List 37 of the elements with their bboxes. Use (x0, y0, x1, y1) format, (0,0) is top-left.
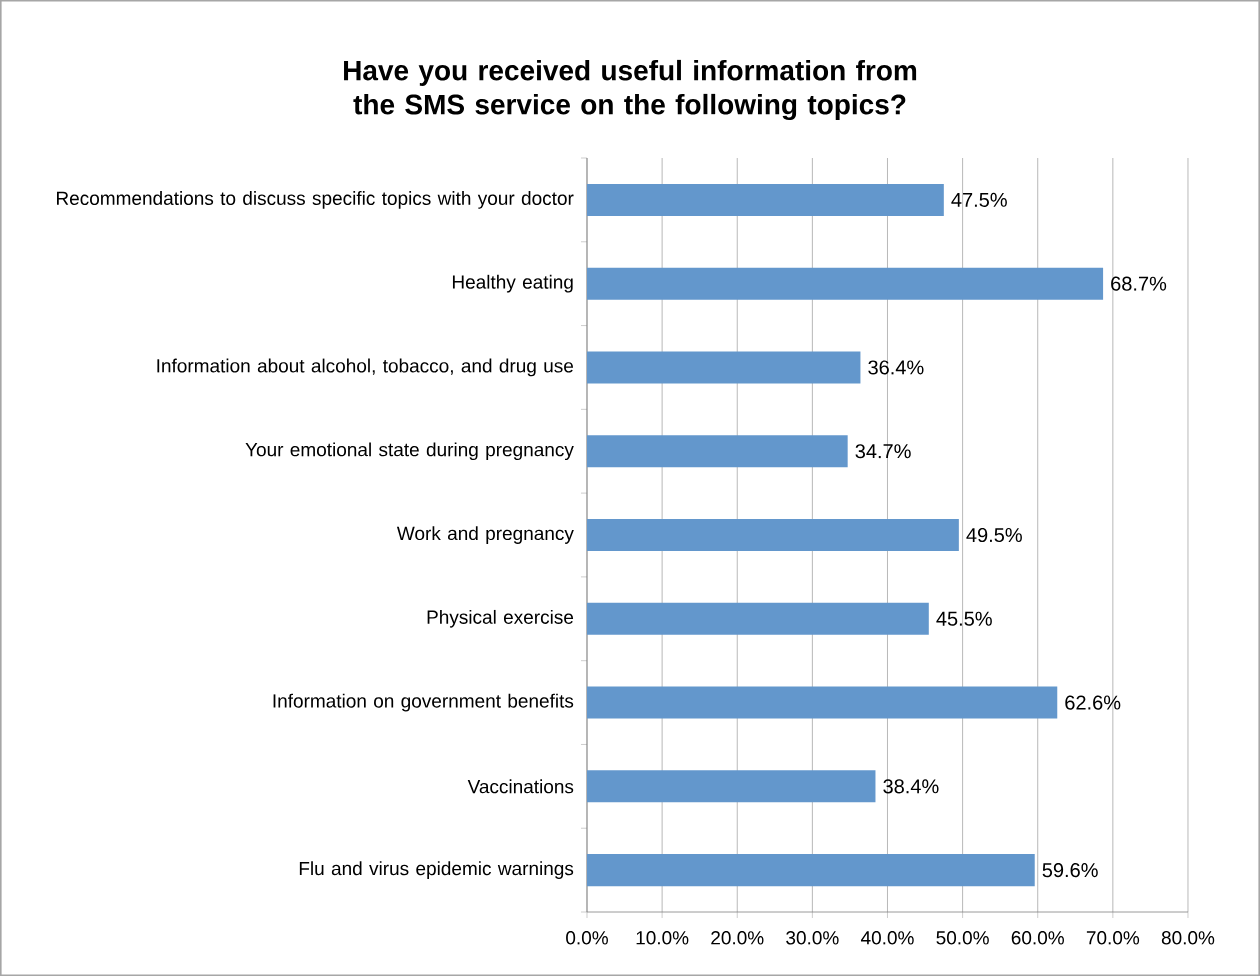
y-tick-label: Your emotional state during pregnancy (245, 442, 574, 461)
y-tick-label: Recommendations to discuss specific topics with your doctor (57, 191, 574, 209)
x-tick-label: 50.0% (936, 931, 989, 945)
data-label: 59.6% (1042, 863, 1098, 878)
data-label: 68.7% (1111, 276, 1167, 291)
bar (586, 686, 1058, 719)
data-label: 38.4% (883, 779, 939, 794)
x-tick-label: 60.0% (1011, 931, 1064, 945)
x-tick-label: 40.0% (860, 931, 914, 945)
y-tick-label: Information about alcohol, tobacco, and drug use (157, 358, 574, 377)
data-label: 47.5% (951, 192, 1007, 207)
bar (586, 351, 861, 384)
bar (586, 770, 876, 803)
bar (586, 854, 1035, 887)
data-label: 34.7% (855, 444, 911, 459)
x-tick-label: 20.0% (711, 931, 764, 945)
bar (586, 602, 929, 635)
y-tick-label: Vaccinations (467, 779, 574, 794)
data-label: 62.6% (1065, 695, 1121, 710)
chart-title: Have you received useful information from the SMS service on the following topics? (344, 59, 917, 121)
bar (586, 435, 848, 468)
y-tick-label: Healthy eating (452, 274, 573, 293)
y-tick-label: Work and pregnancy (396, 526, 574, 544)
data-label: 49.5% (966, 527, 1022, 543)
bar (586, 267, 1104, 300)
x-tick-label: 10.0% (636, 931, 689, 945)
x-tick-label: 30.0% (786, 931, 839, 945)
data-label: 45.5% (936, 611, 992, 626)
y-tick-label: Physical exercise (427, 609, 574, 628)
y-tick-label: Information on government benefits (273, 693, 574, 712)
y-tick-label: Flu and virus epidemic warnings (299, 861, 574, 879)
data-label: 36.4% (868, 360, 924, 375)
x-tick-label: 70.0% (1086, 931, 1140, 945)
bar (586, 183, 944, 216)
bar (586, 519, 959, 552)
x-tick-label: 80.0% (1161, 931, 1215, 945)
x-tick-label: 0.0% (566, 931, 608, 945)
